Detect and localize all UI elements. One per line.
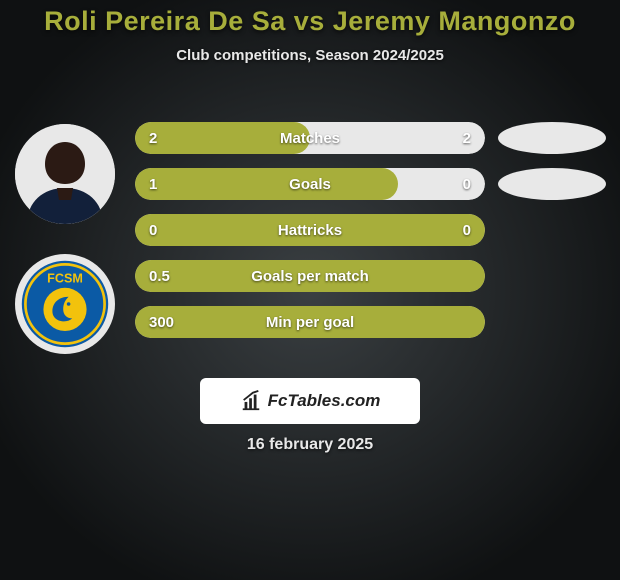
branding-badge: FcTables.com [200,378,420,424]
bar-min-per-goal: 300 Min per goal [135,306,485,338]
avatars-column: FCSM [10,124,120,354]
bar-value-right: 0 [463,214,471,246]
right-ellipses [492,122,612,200]
ellipse-2 [498,168,606,200]
bar-matches: 2 Matches 2 [135,122,485,154]
subtitle: Club competitions, Season 2024/2025 [0,47,620,64]
ellipse-1 [498,122,606,154]
bar-value-right: 2 [463,122,471,154]
bar-value-right: 0 [463,168,471,200]
bar-hattricks: 0 Hattricks 0 [135,214,485,246]
player-silhouette-icon [15,124,115,224]
page-title: Roli Pereira De Sa vs Jeremy Mangonzo [0,0,620,37]
branding-text: FcTables.com [268,391,381,411]
bar-goals: 1 Goals 0 [135,168,485,200]
club-badge-icon: FCSM [20,259,110,349]
date-label: 16 february 2025 [0,436,620,454]
club-badge: FCSM [15,254,115,354]
bar-label: Min per goal [135,306,485,338]
stat-bars: 2 Matches 2 1 Goals 0 0 Hattricks 0 0.5 … [135,122,485,338]
chart-icon [240,390,262,412]
bar-label: Goals [135,168,485,200]
player-avatar [15,124,115,224]
bar-goals-per-match: 0.5 Goals per match [135,260,485,292]
bar-label: Goals per match [135,260,485,292]
svg-text:FCSM: FCSM [47,271,83,285]
bar-label: Matches [135,122,485,154]
bar-label: Hattricks [135,214,485,246]
